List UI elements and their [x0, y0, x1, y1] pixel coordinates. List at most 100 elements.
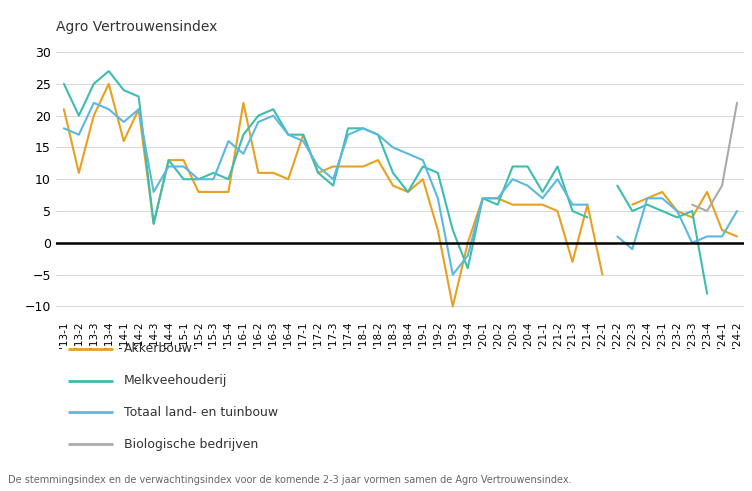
Melkveehouderij — [254, 112, 263, 118]
Melkveehouderij — [314, 170, 323, 176]
Totaal land- en tuinbouw — [538, 195, 547, 201]
Akkerbouw — [523, 202, 532, 208]
Melkveehouderij — [105, 68, 114, 74]
Akkerbouw — [105, 81, 114, 87]
Akkerbouw — [389, 183, 398, 189]
Melkveehouderij — [74, 112, 83, 118]
Akkerbouw — [179, 157, 188, 163]
Totaal land- en tuinbouw — [224, 138, 233, 144]
Melkveehouderij — [418, 164, 427, 169]
Totaal land- en tuinbouw — [59, 125, 68, 131]
Melkveehouderij — [194, 176, 203, 182]
Melkveehouderij — [209, 170, 218, 176]
Melkveehouderij — [448, 227, 457, 233]
Melkveehouderij — [164, 157, 173, 163]
Text: De stemmingsindex en de verwachtingsindex voor de komende 2-3 jaar vormen samen : De stemmingsindex en de verwachtingsinde… — [8, 475, 572, 485]
Totaal land- en tuinbouw — [568, 202, 577, 208]
Akkerbouw — [120, 138, 129, 144]
Totaal land- en tuinbouw — [179, 164, 188, 169]
Melkveehouderij — [149, 221, 158, 227]
Text: Biologische bedrijven: Biologische bedrijven — [124, 438, 259, 451]
Melkveehouderij — [583, 215, 592, 220]
Totaal land- en tuinbouw — [508, 176, 517, 182]
Akkerbouw — [508, 202, 517, 208]
Akkerbouw — [448, 303, 457, 309]
Totaal land- en tuinbouw — [105, 106, 114, 112]
Akkerbouw — [239, 100, 248, 106]
Totaal land- en tuinbouw — [448, 272, 457, 277]
Akkerbouw — [598, 272, 607, 277]
Melkveehouderij — [120, 87, 129, 93]
Akkerbouw — [194, 189, 203, 195]
Akkerbouw — [224, 189, 233, 195]
Akkerbouw — [553, 208, 562, 214]
Totaal land- en tuinbouw — [403, 151, 412, 157]
Akkerbouw — [149, 221, 158, 227]
Akkerbouw — [74, 170, 83, 176]
Akkerbouw — [374, 157, 383, 163]
Melkveehouderij — [374, 132, 383, 137]
Line: Akkerbouw: Akkerbouw — [64, 84, 602, 306]
Melkveehouderij — [523, 164, 532, 169]
Totaal land- en tuinbouw — [523, 183, 532, 189]
Line: Totaal land- en tuinbouw: Totaal land- en tuinbouw — [64, 103, 587, 274]
Melkveehouderij — [433, 170, 442, 176]
Akkerbouw — [209, 189, 218, 195]
Melkveehouderij — [59, 81, 68, 87]
Melkveehouderij — [89, 81, 99, 87]
Totaal land- en tuinbouw — [344, 132, 353, 137]
Akkerbouw — [268, 170, 277, 176]
Melkveehouderij — [284, 132, 293, 137]
Totaal land- en tuinbouw — [583, 202, 592, 208]
Melkveehouderij — [359, 125, 368, 131]
Totaal land- en tuinbouw — [209, 176, 218, 182]
Totaal land- en tuinbouw — [433, 195, 442, 201]
Akkerbouw — [134, 106, 143, 112]
Melkveehouderij — [508, 164, 517, 169]
Melkveehouderij — [329, 183, 338, 189]
Totaal land- en tuinbouw — [553, 176, 562, 182]
Melkveehouderij — [478, 195, 487, 201]
Text: Totaal land- en tuinbouw: Totaal land- en tuinbouw — [124, 406, 278, 419]
Akkerbouw — [314, 170, 323, 176]
Totaal land- en tuinbouw — [478, 195, 487, 201]
Akkerbouw — [568, 259, 577, 265]
Melkveehouderij — [268, 106, 277, 112]
Melkveehouderij — [389, 170, 398, 176]
Totaal land- en tuinbouw — [254, 119, 263, 125]
Totaal land- en tuinbouw — [268, 112, 277, 118]
Akkerbouw — [164, 157, 173, 163]
Text: Agro Vertrouwensindex: Agro Vertrouwensindex — [56, 20, 218, 34]
Totaal land- en tuinbouw — [463, 252, 472, 258]
Text: Melkveehouderij: Melkveehouderij — [124, 374, 227, 387]
Akkerbouw — [478, 195, 487, 201]
Akkerbouw — [359, 164, 368, 169]
Akkerbouw — [418, 176, 427, 182]
Akkerbouw — [284, 176, 293, 182]
Totaal land- en tuinbouw — [149, 189, 158, 195]
Totaal land- en tuinbouw — [120, 119, 129, 125]
Line: Melkveehouderij: Melkveehouderij — [64, 71, 587, 268]
Akkerbouw — [538, 202, 547, 208]
Totaal land- en tuinbouw — [418, 157, 427, 163]
Melkveehouderij — [403, 189, 412, 195]
Akkerbouw — [403, 189, 412, 195]
Akkerbouw — [493, 195, 502, 201]
Melkveehouderij — [538, 189, 547, 195]
Akkerbouw — [59, 106, 68, 112]
Totaal land- en tuinbouw — [374, 132, 383, 137]
Totaal land- en tuinbouw — [493, 195, 502, 201]
Melkveehouderij — [299, 132, 308, 137]
Totaal land- en tuinbouw — [74, 132, 83, 137]
Akkerbouw — [329, 164, 338, 169]
Akkerbouw — [344, 164, 353, 169]
Melkveehouderij — [134, 94, 143, 100]
Totaal land- en tuinbouw — [299, 138, 308, 144]
Totaal land- en tuinbouw — [164, 164, 173, 169]
Totaal land- en tuinbouw — [314, 164, 323, 169]
Melkveehouderij — [553, 164, 562, 169]
Melkveehouderij — [179, 176, 188, 182]
Melkveehouderij — [224, 176, 233, 182]
Melkveehouderij — [463, 265, 472, 271]
Melkveehouderij — [493, 202, 502, 208]
